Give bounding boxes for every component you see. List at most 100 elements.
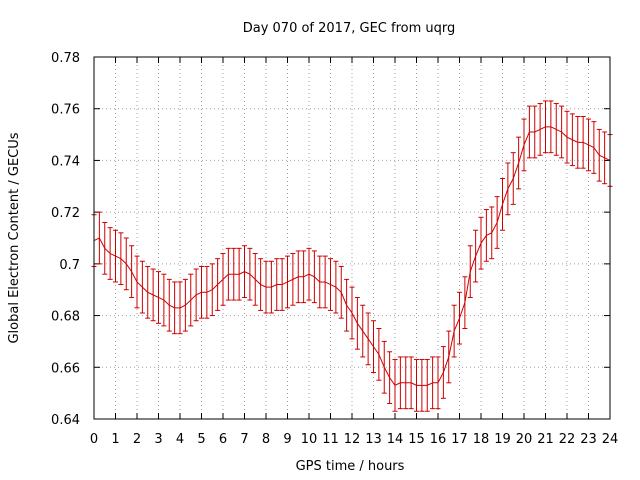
- chart-title: Day 070 of 2017, GEC from uqrg: [243, 21, 456, 36]
- error-bar: [311, 250, 317, 304]
- x-tick-label: 0: [90, 432, 98, 447]
- error-bar: [182, 278, 188, 332]
- error-bar: [145, 265, 151, 319]
- error-bar: [543, 100, 548, 154]
- error-bar: [134, 255, 140, 309]
- error-bar: [435, 356, 441, 410]
- error-bar: [252, 253, 258, 306]
- plot-frame: [93, 56, 611, 420]
- x-tick-label: 2: [133, 432, 141, 447]
- y-axis-label: Global Electron Content / GECUs: [7, 132, 22, 343]
- x-tick-label: 23: [580, 432, 597, 447]
- error-bar: [166, 278, 172, 332]
- error-bar: [392, 359, 398, 412]
- error-bar: [478, 216, 484, 270]
- error-bar: [500, 178, 505, 231]
- error-bar: [419, 359, 425, 412]
- error-bar: [258, 258, 264, 311]
- error-bar: [123, 237, 129, 291]
- error-bar: [263, 260, 269, 314]
- error-bar: [473, 229, 479, 283]
- error-bar: [344, 278, 350, 332]
- error-bar: [225, 247, 231, 301]
- error-bar: [510, 152, 516, 205]
- x-tick-label: 20: [516, 432, 533, 447]
- error-bar: [521, 118, 527, 172]
- x-tick-label: 16: [430, 432, 447, 447]
- x-tick-label: 10: [301, 432, 318, 447]
- error-bar: [322, 255, 328, 309]
- x-tick-label: 15: [408, 432, 425, 447]
- x-tick-label: 7: [240, 432, 248, 447]
- error-bar: [188, 273, 194, 327]
- error-bar: [602, 131, 608, 185]
- error-bar: [150, 268, 156, 322]
- x-tick-label: 3: [154, 432, 162, 447]
- error-bar: [161, 273, 167, 327]
- error-bar: [424, 359, 430, 412]
- error-bar: [580, 115, 586, 169]
- error-bar: [457, 291, 462, 345]
- error-bar: [354, 296, 360, 350]
- error-bar: [349, 286, 355, 340]
- error-bar: [516, 136, 522, 190]
- error-bar: [569, 113, 575, 167]
- error-bar: [553, 103, 559, 156]
- error-bar: [559, 105, 565, 159]
- x-tick-label: 1: [111, 432, 119, 447]
- error-bar: [494, 196, 500, 249]
- error-bar: [387, 351, 393, 404]
- error-bar: [403, 356, 409, 410]
- error-bar: [532, 105, 538, 159]
- x-tick-label: 18: [473, 432, 490, 447]
- y-tick-label: 0.76: [51, 103, 80, 118]
- y-tick-label: 0.64: [51, 413, 80, 428]
- x-tick-label: 8: [262, 432, 270, 447]
- x-tick-label: 4: [176, 432, 184, 447]
- error-bar: [209, 263, 215, 317]
- error-bar: [440, 346, 446, 399]
- error-bar: [537, 103, 543, 156]
- error-bar: [328, 258, 333, 311]
- error-bar: [156, 271, 161, 324]
- error-bar: [295, 250, 301, 304]
- error-bar: [467, 245, 473, 298]
- error-bar: [575, 115, 581, 169]
- error-bar: [360, 304, 366, 358]
- error-bar: [231, 247, 237, 301]
- x-tick-label: 22: [559, 432, 576, 447]
- error-bar: [483, 209, 489, 262]
- error-bar: [96, 211, 102, 265]
- error-bar: [430, 356, 436, 410]
- error-bar: [215, 258, 221, 311]
- error-bar: [193, 268, 199, 322]
- error-bar: [548, 100, 554, 154]
- error-bar: [371, 320, 376, 373]
- error-bar: [408, 356, 414, 410]
- error-bar: [414, 359, 419, 412]
- error-bar: [139, 260, 145, 314]
- x-tick-label: 24: [602, 432, 619, 447]
- error-bar: [333, 260, 339, 314]
- error-bar: [451, 304, 457, 358]
- grid-lines: [94, 57, 610, 419]
- y-tick-label: 0.66: [51, 361, 80, 376]
- error-bar: [338, 265, 344, 319]
- error-bar: [247, 247, 253, 301]
- x-axis-label: GPS time / hours: [296, 459, 405, 474]
- error-bar: [107, 227, 113, 280]
- error-bar: [268, 260, 274, 314]
- error-bar: [285, 255, 290, 309]
- y-tick-label: 0.78: [51, 51, 80, 66]
- error-bar: [376, 328, 382, 381]
- error-bar: [365, 312, 371, 366]
- y-tick-label: 0.72: [51, 206, 80, 221]
- error-bar: [505, 162, 511, 216]
- error-bar: [279, 258, 285, 311]
- error-bar: [317, 255, 323, 309]
- error-bar: [397, 356, 403, 410]
- error-bar: [172, 281, 178, 335]
- x-tick-label: 13: [365, 432, 382, 447]
- error-bar: [586, 118, 591, 172]
- error-bar: [301, 250, 307, 304]
